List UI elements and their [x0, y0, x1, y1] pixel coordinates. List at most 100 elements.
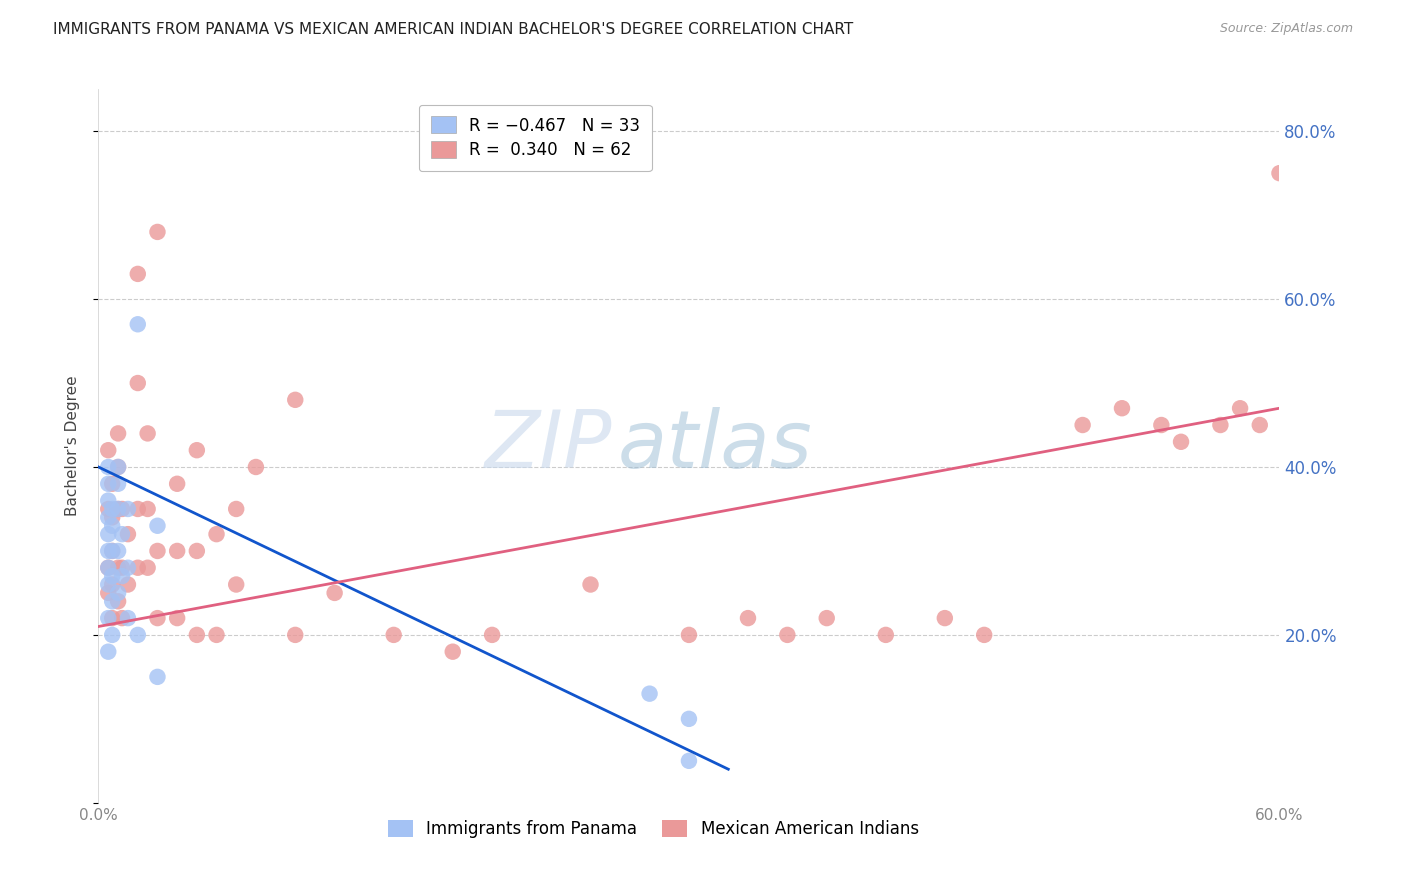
Point — [127, 267, 149, 281]
Point — [97, 510, 120, 524]
Point — [284, 628, 307, 642]
Point — [146, 611, 169, 625]
Point — [101, 476, 124, 491]
Point — [107, 460, 129, 475]
Point — [146, 225, 169, 239]
Y-axis label: Bachelor's Degree: Bachelor's Degree — [65, 376, 80, 516]
Point — [225, 577, 247, 591]
Point — [1111, 401, 1133, 416]
Point — [107, 586, 129, 600]
Point — [973, 628, 995, 642]
Point — [117, 502, 139, 516]
Point — [934, 611, 956, 625]
Point — [111, 611, 134, 625]
Point — [186, 544, 208, 558]
Point — [166, 476, 188, 491]
Point — [101, 628, 124, 642]
Point — [166, 611, 188, 625]
Point — [97, 560, 120, 574]
Point — [127, 628, 149, 642]
Point — [111, 502, 134, 516]
Point — [136, 560, 159, 574]
Point — [101, 569, 124, 583]
Point — [166, 544, 188, 558]
Point — [111, 527, 134, 541]
Point — [107, 502, 129, 516]
Point — [101, 502, 124, 516]
Point — [101, 544, 124, 558]
Point — [107, 594, 129, 608]
Point — [146, 670, 169, 684]
Point — [875, 628, 897, 642]
Point — [117, 560, 139, 574]
Point — [1249, 417, 1271, 432]
Point — [97, 611, 120, 625]
Point — [1150, 417, 1173, 432]
Point — [638, 687, 661, 701]
Point — [107, 560, 129, 574]
Point — [101, 611, 124, 625]
Point — [97, 502, 120, 516]
Point — [136, 502, 159, 516]
Point — [97, 527, 120, 541]
Point — [127, 502, 149, 516]
Point — [97, 493, 120, 508]
Point — [815, 611, 838, 625]
Point — [678, 754, 700, 768]
Point — [97, 645, 120, 659]
Point — [107, 502, 129, 516]
Point — [111, 560, 134, 574]
Text: IMMIGRANTS FROM PANAMA VS MEXICAN AMERICAN INDIAN BACHELOR'S DEGREE CORRELATION : IMMIGRANTS FROM PANAMA VS MEXICAN AMERIC… — [53, 22, 853, 37]
Point — [186, 628, 208, 642]
Point — [117, 577, 139, 591]
Point — [117, 527, 139, 541]
Point — [97, 560, 120, 574]
Point — [107, 544, 129, 558]
Point — [101, 510, 124, 524]
Point — [101, 518, 124, 533]
Point — [107, 426, 129, 441]
Point — [245, 460, 267, 475]
Point — [323, 586, 346, 600]
Point — [97, 476, 120, 491]
Point — [186, 443, 208, 458]
Point — [101, 577, 124, 591]
Point — [737, 611, 759, 625]
Point — [107, 460, 129, 475]
Point — [481, 628, 503, 642]
Point — [678, 712, 700, 726]
Text: ZIP: ZIP — [485, 407, 612, 485]
Point — [107, 476, 129, 491]
Point — [146, 544, 169, 558]
Point — [284, 392, 307, 407]
Point — [146, 518, 169, 533]
Legend: Immigrants from Panama, Mexican American Indians: Immigrants from Panama, Mexican American… — [381, 813, 925, 845]
Point — [136, 426, 159, 441]
Point — [225, 502, 247, 516]
Point — [127, 376, 149, 390]
Point — [1170, 434, 1192, 449]
Point — [382, 628, 405, 642]
Point — [111, 569, 134, 583]
Point — [117, 611, 139, 625]
Point — [97, 460, 120, 475]
Point — [1209, 417, 1232, 432]
Point — [1229, 401, 1251, 416]
Point — [127, 560, 149, 574]
Point — [678, 628, 700, 642]
Point — [441, 645, 464, 659]
Point — [205, 527, 228, 541]
Point — [97, 586, 120, 600]
Point — [101, 544, 124, 558]
Text: atlas: atlas — [619, 407, 813, 485]
Point — [1071, 417, 1094, 432]
Point — [1268, 166, 1291, 180]
Point — [205, 628, 228, 642]
Point — [101, 594, 124, 608]
Point — [97, 577, 120, 591]
Point — [97, 544, 120, 558]
Point — [579, 577, 602, 591]
Point — [127, 318, 149, 332]
Point — [776, 628, 799, 642]
Text: Source: ZipAtlas.com: Source: ZipAtlas.com — [1219, 22, 1353, 36]
